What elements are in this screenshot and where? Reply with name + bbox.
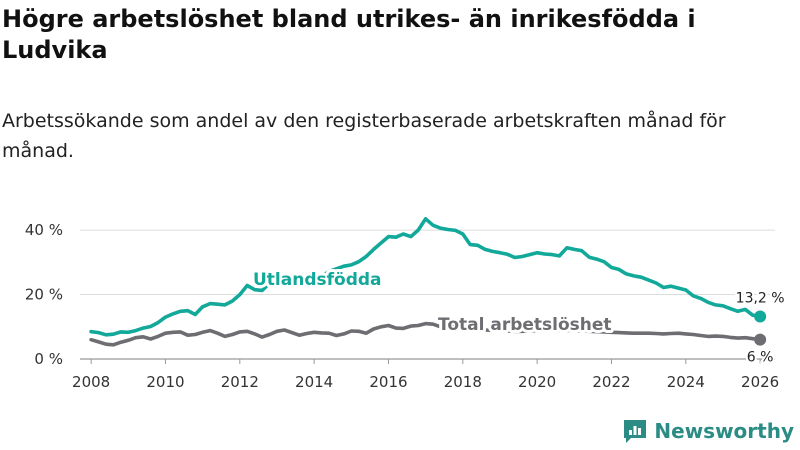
end-point-utlandsfodda (754, 310, 767, 323)
y-tick-label: 40 % (25, 221, 63, 239)
x-tick-label: 2026 (741, 373, 779, 391)
series-line-total (89, 321, 762, 347)
x-axis-ticks: 2008 2010 2012 2014 2016 2018 2020 2022 2024 2026 (72, 359, 779, 391)
x-tick-label: 2012 (221, 373, 259, 391)
chart-title: Högre arbetslöshet bland utrikes- än inr… (2, 5, 696, 64)
newsworthy-logo-icon (624, 420, 647, 443)
end-point-total (754, 333, 767, 346)
end-label-utlandsfodda: 13,2 % (736, 290, 785, 306)
x-tick-label: 2020 (518, 373, 556, 391)
x-tick-label: 2010 (146, 373, 184, 391)
series-labels: Utlandsfödda Total arbetslöshet 13,2 % 6 % (250, 267, 787, 368)
series-label-utlandsfodda: Utlandsfödda (253, 270, 382, 290)
x-tick-label: 2018 (444, 373, 482, 391)
x-tick-label: 2016 (369, 373, 407, 391)
brand-name: Newsworthy (654, 419, 794, 443)
y-axis-ticks: 0 % 20 % 40 % (25, 221, 63, 368)
series-lines (89, 217, 767, 347)
grid (80, 229, 775, 360)
x-tick-label: 2014 (295, 373, 333, 391)
x-tick-label: 2022 (592, 373, 630, 391)
series-label-total: Total arbetslöshet (438, 315, 612, 335)
line-chart: 0 % 20 % 40 % 2008 2010 2012 2014 2016 2018 2020… (25, 217, 787, 391)
x-tick-label: 2024 (667, 373, 705, 391)
x-tick-label: 2008 (72, 373, 110, 391)
y-tick-label: 0 % (34, 350, 63, 368)
series-line-utlandsfodda (89, 217, 762, 337)
brand: Newsworthy (622, 418, 794, 444)
end-label-total: 6 % (747, 350, 774, 366)
chart-subtitle: Arbetssökande som andel av den registerb… (2, 110, 726, 162)
y-tick-label: 20 % (25, 286, 63, 304)
